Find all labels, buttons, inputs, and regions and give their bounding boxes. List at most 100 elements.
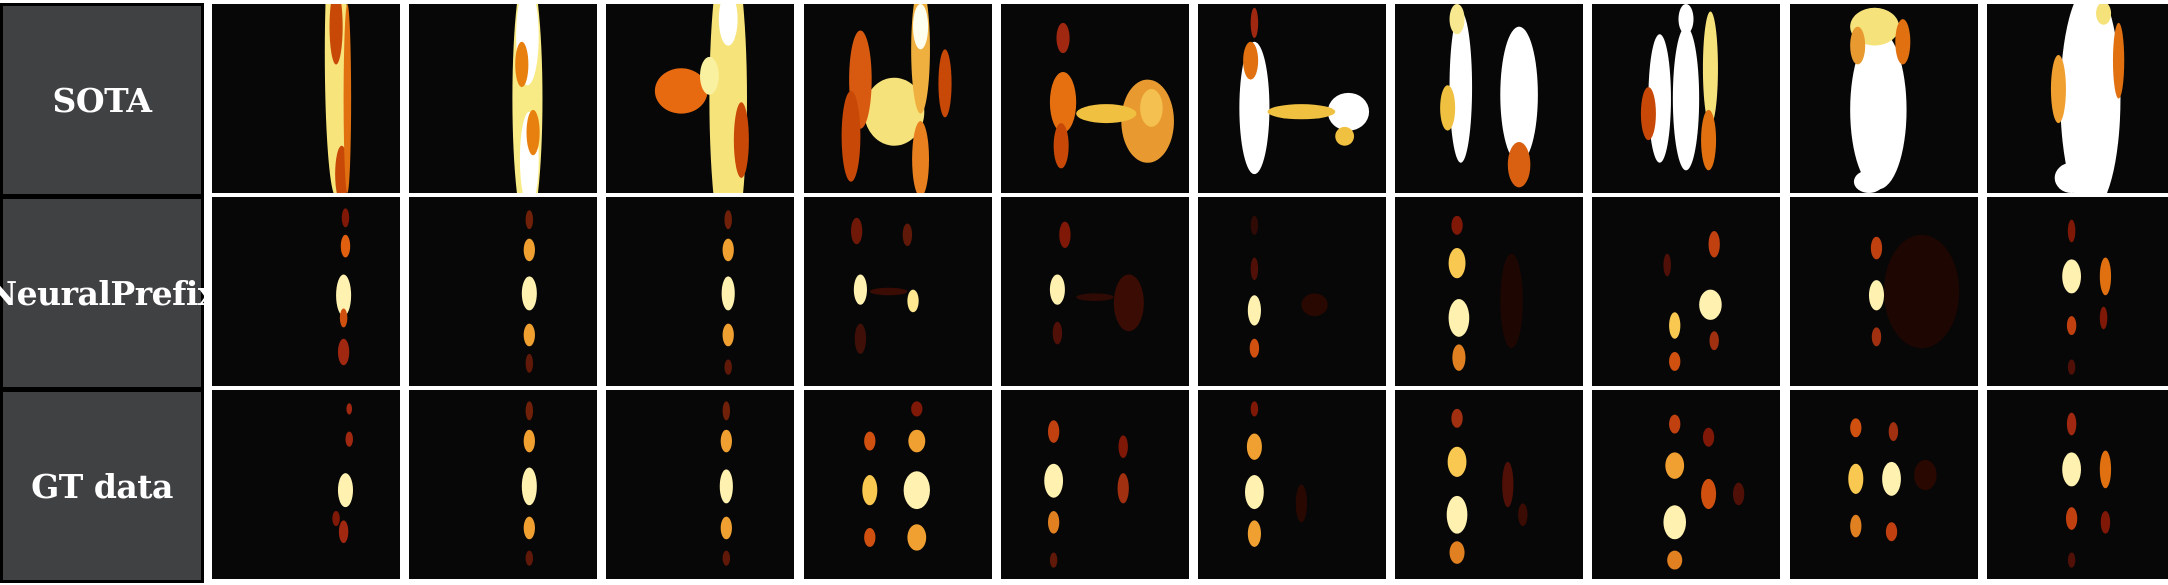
heatmap-tile-neuralprefix-10: [1987, 197, 2168, 386]
heatmap-blob: [1044, 463, 1064, 498]
heatmap-tile-neuralprefix-9: [1790, 197, 1978, 386]
heatmap-blob: [1850, 418, 1862, 438]
heatmap-tile-gt-data-2: [409, 390, 597, 579]
heatmap-blob: [1076, 104, 1137, 124]
heatmap-blob: [1301, 293, 1328, 317]
heatmap-blob: [1663, 253, 1671, 277]
heatmap-blob: [1733, 482, 1745, 506]
heatmap-blob: [654, 68, 708, 114]
heatmap-blob: [1140, 89, 1163, 127]
row-label-gt-data: GT data: [0, 389, 204, 583]
heatmap-tile-neuralprefix-4: [804, 197, 992, 386]
heatmap-blob: [2054, 162, 2089, 193]
heatmap-blob: [1250, 257, 1259, 281]
heatmap-tile-sota-4: [804, 4, 992, 193]
heatmap-blob: [337, 473, 353, 508]
row-label-text: GT data: [31, 466, 173, 506]
heatmap-blob: [2099, 306, 2108, 330]
heatmap-tile-sota-6: [1198, 4, 1386, 193]
heatmap-blob: [526, 109, 540, 156]
heatmap-blob: [1850, 26, 1866, 65]
heatmap-blob: [2062, 452, 2081, 487]
heatmap-blob: [1246, 433, 1262, 460]
heatmap-blob: [1113, 274, 1144, 332]
heatmap-blob: [722, 550, 731, 566]
heatmap-blob: [1449, 541, 1465, 564]
heatmap-blob: [337, 338, 350, 366]
heatmap-blob: [2100, 510, 2111, 534]
heatmap-blob: [2099, 257, 2112, 296]
heatmap-blob: [1049, 274, 1065, 305]
heatmap-blob: [1446, 495, 1468, 534]
heatmap-blob: [1048, 420, 1060, 443]
heatmap-tile-sota-8: [1592, 4, 1780, 193]
heatmap-blob: [345, 431, 353, 447]
heatmap-blob: [1053, 123, 1069, 169]
heatmap-blob: [1848, 463, 1864, 494]
heatmap-blob: [733, 102, 749, 178]
heatmap-blob: [1249, 338, 1260, 358]
heatmap-blob: [854, 323, 867, 354]
heatmap-blob: [1870, 236, 1883, 260]
heatmap-tile-gt-data-9: [1790, 390, 1978, 579]
heatmap-tile-neuralprefix-7: [1395, 197, 1583, 386]
heatmap-blob: [853, 274, 867, 305]
heatmap-blob: [1076, 293, 1114, 301]
heatmap-tile-gt-data-1: [212, 390, 400, 579]
heatmap-blob: [1665, 452, 1685, 479]
heatmap-blob: [1640, 87, 1656, 141]
heatmap-blob: [341, 208, 350, 228]
row-label-text: SOTA: [52, 80, 152, 120]
heatmap-blob: [1250, 401, 1259, 417]
heatmap-blob: [324, 4, 348, 193]
heatmap-blob: [1056, 22, 1070, 54]
heatmap-blob: [525, 353, 534, 373]
heatmap-blob: [1701, 109, 1717, 171]
heatmap-tile-gt-data-4: [804, 390, 992, 579]
heatmap-blob: [1117, 473, 1129, 504]
heatmap-blob: [722, 323, 734, 347]
heatmap-blob: [869, 287, 908, 296]
heatmap-blob: [329, 4, 343, 65]
heatmap-blob: [908, 429, 926, 453]
heatmap-blob: [1871, 327, 1882, 347]
heatmap-tile-gt-data-5: [1001, 390, 1189, 579]
heatmap-tile-sota-10: [1987, 4, 2168, 193]
heatmap-blob: [721, 276, 735, 311]
heatmap-blob: [1440, 85, 1456, 131]
heatmap-blob: [907, 289, 919, 313]
heatmap-blob: [938, 49, 952, 118]
heatmap-blob: [1448, 299, 1470, 337]
heatmap-blob: [841, 90, 861, 182]
heatmap-blob: [1702, 11, 1718, 125]
heatmap-blob: [1702, 427, 1715, 447]
heatmap-blob: [1327, 92, 1370, 131]
heatmap-blob: [864, 431, 876, 451]
heatmap-blob: [1699, 289, 1722, 320]
heatmap-tile-sota-1: [212, 4, 400, 193]
heatmap-blob: [1701, 478, 1717, 510]
heatmap-blob: [1335, 126, 1355, 146]
heatmap-blob: [1049, 72, 1077, 133]
heatmap-blob: [907, 524, 927, 551]
heatmap-blob: [1669, 351, 1681, 371]
heatmap-blob: [2067, 552, 2076, 568]
heatmap-tile-neuralprefix-3: [606, 197, 794, 386]
heatmap-blob: [339, 308, 348, 328]
heatmap-blob: [1669, 414, 1681, 434]
heatmap-blob: [1059, 221, 1071, 249]
heatmap-blob: [913, 4, 929, 50]
heatmap-blob: [911, 401, 923, 417]
heatmap-blob: [340, 234, 351, 258]
heatmap-blob: [336, 274, 352, 317]
heatmap-blob: [1250, 7, 1259, 39]
heatmap-tile-gt-data-7: [1395, 390, 1583, 579]
heatmap-blob: [1663, 505, 1686, 540]
heatmap-blob: [718, 4, 738, 46]
heatmap-blob: [2050, 55, 2066, 124]
heatmap-blob: [1052, 321, 1063, 345]
heatmap-blob: [1708, 231, 1720, 258]
heatmap-blob: [1447, 446, 1467, 477]
heatmap-tile-gt-data-6: [1198, 390, 1386, 579]
